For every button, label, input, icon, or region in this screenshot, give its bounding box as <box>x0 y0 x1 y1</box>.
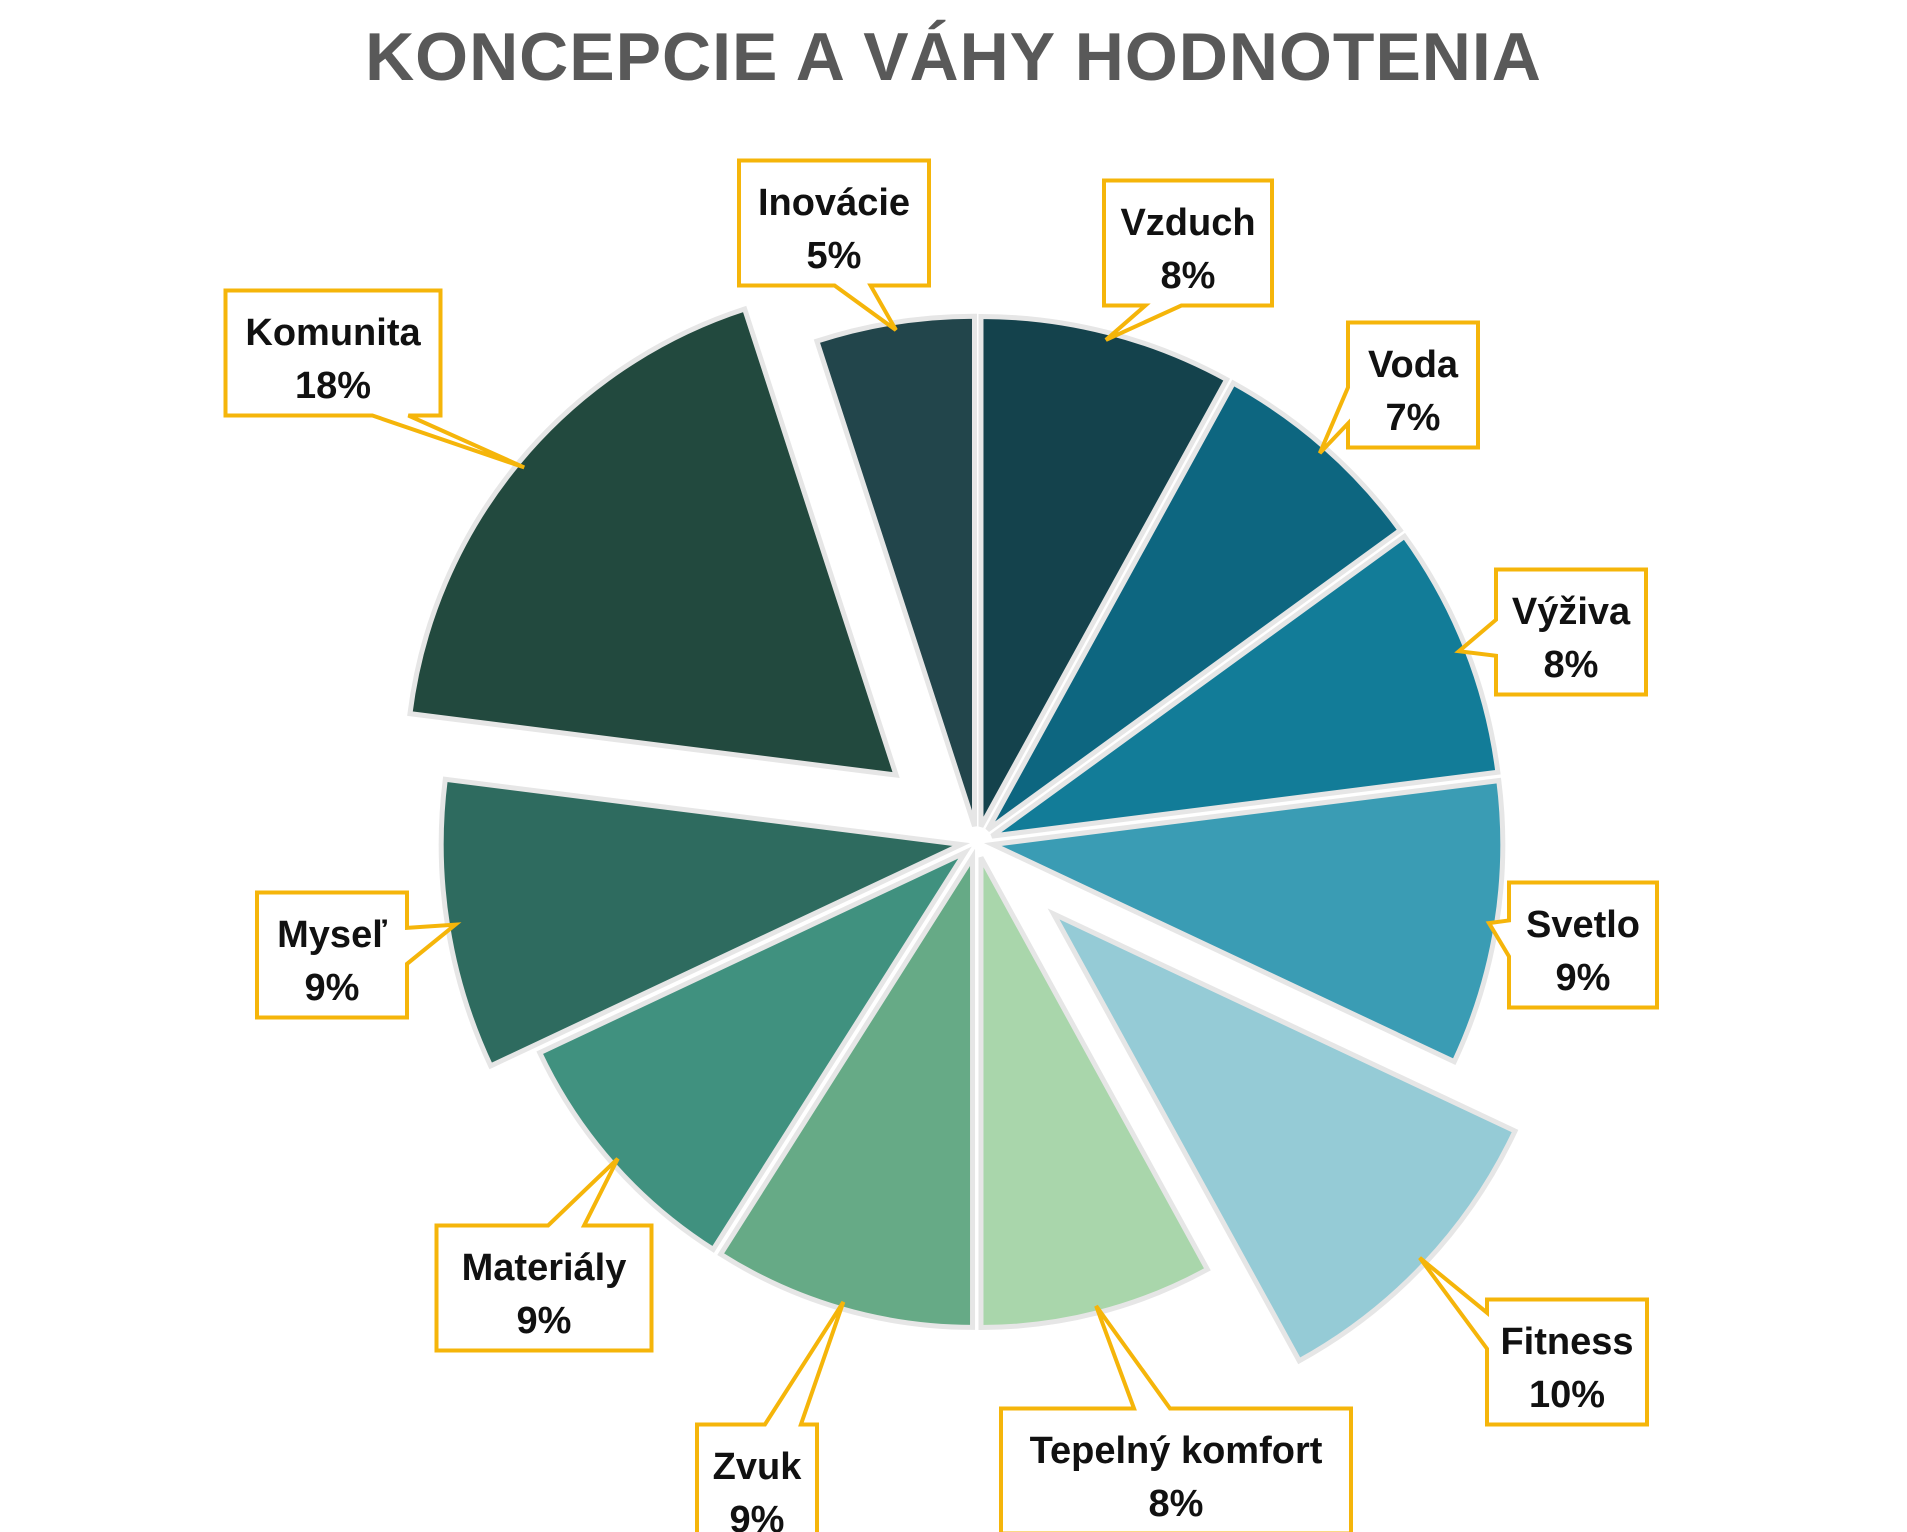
callout-vzduch: Vzduch 8% <box>1102 178 1274 342</box>
callout-vyziva: Výživa 8% <box>1454 567 1648 697</box>
callout-voda: Voda 7% <box>1317 320 1480 455</box>
callout-box <box>737 158 931 332</box>
value-label: 10% <box>1529 1374 1605 1416</box>
value-label: 8% <box>1544 644 1599 686</box>
callout-komunita: Komunita 18% <box>223 288 526 470</box>
callout-box <box>1454 567 1648 697</box>
value-label: 9% <box>517 1300 572 1342</box>
callout-box <box>223 288 526 470</box>
pie-slice-inovacie <box>813 313 977 827</box>
callout-box <box>1317 320 1480 455</box>
value-label: 8% <box>1161 255 1216 297</box>
value-label: 9% <box>730 1499 785 1532</box>
value-label: 18% <box>295 365 371 407</box>
callout-tepelny-komfort: Tepelný komfort 8% <box>999 1304 1353 1532</box>
category-label: Voda <box>1368 344 1459 386</box>
callout-box <box>255 890 462 1020</box>
category-label: Myseľ <box>277 914 387 956</box>
callout-box <box>695 1300 846 1532</box>
category-label: Fitness <box>1500 1321 1633 1363</box>
value-label: 9% <box>305 967 360 1009</box>
callout-mysel: Myseľ 9% <box>255 890 462 1020</box>
callout-box <box>434 1157 654 1353</box>
callout-box <box>1418 1256 1649 1427</box>
value-label: 5% <box>807 235 862 277</box>
category-label: Vzduch <box>1120 202 1255 244</box>
chart-title: KONCEPCIE A VÁHY HODNOTENIA <box>365 19 1542 95</box>
pie-slice-komunita <box>407 305 900 779</box>
category-label: Komunita <box>245 312 421 354</box>
callout-materialy: Materiály 9% <box>434 1157 654 1353</box>
category-label: Zvuk <box>713 1446 803 1488</box>
value-label: 8% <box>1149 1483 1204 1525</box>
category-label: Inovácie <box>758 182 910 224</box>
value-label: 9% <box>1556 957 1611 999</box>
category-label: Výživa <box>1512 591 1631 633</box>
category-label: Tepelný komfort <box>1030 1430 1323 1472</box>
callout-zvuk: Zvuk 9% <box>695 1300 846 1532</box>
value-label: 7% <box>1386 397 1441 439</box>
callout-box <box>999 1304 1353 1532</box>
callout-inovacie: Inovácie 5% <box>737 158 931 332</box>
category-label: Svetlo <box>1526 904 1640 946</box>
callout-fitness: Fitness 10% <box>1418 1256 1649 1427</box>
callout-box <box>1485 880 1659 1010</box>
callout-box <box>1102 178 1274 342</box>
category-label: Materiály <box>462 1247 627 1289</box>
pie-slice-vzduch <box>978 314 1231 828</box>
callout-svetlo: Svetlo 9% <box>1485 880 1659 1010</box>
